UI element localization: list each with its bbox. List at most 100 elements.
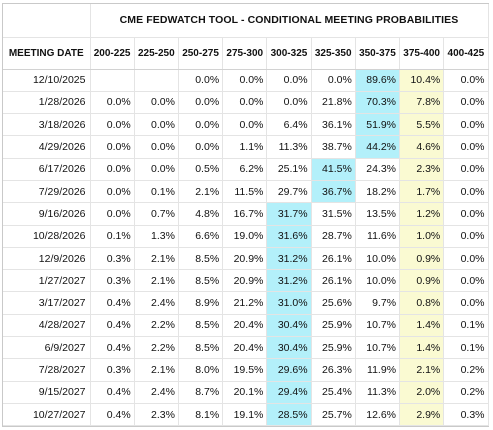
probability-cell: 28.7% xyxy=(311,225,356,248)
probability-cell: 26.1% xyxy=(311,247,356,271)
table-row: 12/9/2026 0.3% 2.1% 8.5% 20.9% 31.2% 26.1% 10.0… xyxy=(3,247,489,271)
probability-cell: 12.6% xyxy=(355,403,401,427)
probability-cell-current-range: 0.9% xyxy=(399,269,445,293)
probability-cell-current-range: 1.0% xyxy=(399,225,445,248)
probability-cell: 0.0% xyxy=(443,69,489,92)
probability-cell: 24.3% xyxy=(355,158,401,181)
probability-cell: 11.3% xyxy=(355,381,401,404)
probability-cell: 0.0% xyxy=(90,91,135,115)
probability-cell-max: 89.6% xyxy=(355,69,401,92)
table-row: 12/10/2025 0.0% 0.0% 0.0% 0.0% 89.6% 10.4% 0.0% xyxy=(3,69,489,92)
probability-cell: 19.0% xyxy=(222,225,268,248)
meeting-date-cell: 3/17/2027 xyxy=(3,291,91,315)
probability-cell: 0.2% xyxy=(443,381,489,404)
probability-cell: 10.7% xyxy=(355,336,401,360)
probability-cell-current-range: 1.4% xyxy=(399,314,445,338)
probability-cell-max: 30.4% xyxy=(266,314,312,338)
header-row: MEETING DATE 200-225 225-250 250-275 275-30… xyxy=(3,37,489,70)
probability-cell: 26.1% xyxy=(311,269,356,293)
probability-cell: 6.2% xyxy=(222,158,268,181)
probability-cell: 0.3% xyxy=(90,269,135,293)
probability-cell: 25.6% xyxy=(311,291,356,315)
probability-cell: 4.8% xyxy=(178,202,224,226)
probability-cell-current-range: 0.9% xyxy=(399,247,445,271)
probability-cell: 21.2% xyxy=(222,291,268,315)
probability-cell: 0.0% xyxy=(443,91,489,115)
title-corner-cell xyxy=(3,4,91,38)
table-row: 7/29/2026 0.0% 0.1% 2.1% 11.5% 29.7% 36.7% 18.2… xyxy=(3,180,489,204)
probability-cell-max: 28.5% xyxy=(266,403,312,427)
probability-cell: 0.0% xyxy=(443,158,489,181)
probability-cell-max: 29.6% xyxy=(266,358,312,382)
probability-cell-current-range: 2.0% xyxy=(399,381,445,404)
probability-cell: 19.1% xyxy=(222,403,268,427)
meeting-date-cell: 6/17/2026 xyxy=(3,158,91,181)
meeting-date-cell: 1/28/2026 xyxy=(3,91,91,115)
probability-cell: 18.2% xyxy=(355,180,401,204)
probability-cell: 0.0% xyxy=(222,69,268,92)
probability-cell: 8.1% xyxy=(178,403,224,427)
fedwatch-table-panel: CME FEDWATCH TOOL - CONDITIONAL MEETING … xyxy=(2,3,489,427)
probability-cell: 25.7% xyxy=(311,403,356,427)
probability-cell: 11.3% xyxy=(266,135,312,159)
meeting-date-cell: 7/28/2027 xyxy=(3,358,91,382)
probability-cell-max: 31.2% xyxy=(266,269,312,293)
probability-cell: 0.1% xyxy=(443,336,489,360)
probability-cell: 1.3% xyxy=(134,225,179,248)
header-rate-range: 375-400 xyxy=(399,37,445,70)
table-row: 7/28/2027 0.3% 2.1% 8.0% 19.5% 29.6% 26.3% 11.9… xyxy=(3,358,489,382)
header-rate-range: 200-225 xyxy=(90,37,135,70)
probability-cell: 0.0% xyxy=(178,69,224,92)
table-body: 12/10/2025 0.0% 0.0% 0.0% 0.0% 89.6% 10.4% 0.0%… xyxy=(3,69,489,427)
probability-cell: 0.0% xyxy=(443,202,489,226)
probability-cell-current-range: 4.6% xyxy=(399,135,445,159)
probability-cell: 0.0% xyxy=(311,69,356,92)
probability-cell: 0.5% xyxy=(178,158,224,181)
probability-cell: 16.7% xyxy=(222,202,268,226)
probability-cell: 2.1% xyxy=(134,358,179,382)
probability-cell: 6.4% xyxy=(266,113,312,137)
probabilities-table: CME FEDWATCH TOOL - CONDITIONAL MEETING … xyxy=(3,4,489,427)
probability-cell-max: 36.7% xyxy=(311,180,356,204)
probability-cell: 0.0% xyxy=(178,135,224,159)
probability-cell: 0.0% xyxy=(90,158,135,181)
probability-cell: 0.4% xyxy=(90,381,135,404)
table-row: 6/17/2026 0.0% 0.0% 0.5% 6.2% 25.1% 41.5% 24.3%… xyxy=(3,158,489,181)
probability-cell-current-range: 5.5% xyxy=(399,113,445,137)
probability-cell: 2.3% xyxy=(134,403,179,427)
probability-cell: 6.6% xyxy=(178,225,224,248)
table-row: 3/18/2026 0.0% 0.0% 0.0% 0.0% 6.4% 36.1% 51.9% 5… xyxy=(3,113,489,137)
probability-cell: 11.9% xyxy=(355,358,401,382)
probability-cell: 0.3% xyxy=(90,247,135,271)
table-row: 1/27/2027 0.3% 2.1% 8.5% 20.9% 31.2% 26.1% 10.0… xyxy=(3,269,489,293)
meeting-date-cell: 12/9/2026 xyxy=(3,247,91,271)
probability-cell: 0.0% xyxy=(443,225,489,248)
probability-cell: 0.3% xyxy=(443,403,489,427)
table-title: CME FEDWATCH TOOL - CONDITIONAL MEETING … xyxy=(90,4,489,38)
probability-cell: 0.0% xyxy=(90,135,135,159)
probability-cell: 20.1% xyxy=(222,381,268,404)
probability-cell-current-range: 0.8% xyxy=(399,291,445,315)
probability-cell: 0.0% xyxy=(222,113,268,137)
meeting-date-cell: 12/10/2025 xyxy=(3,69,91,92)
header-rate-range: 325-350 xyxy=(311,37,356,70)
probability-cell: 10.0% xyxy=(355,269,401,293)
header-rate-range: 275-300 xyxy=(222,37,268,70)
probability-cell: 20.9% xyxy=(222,269,268,293)
probability-cell-max: 51.9% xyxy=(355,113,401,137)
probability-cell-max: 29.4% xyxy=(266,381,312,404)
probability-cell-current-range: 1.4% xyxy=(399,336,445,360)
probability-cell: 10.7% xyxy=(355,314,401,338)
probability-cell-max: 41.5% xyxy=(311,158,356,181)
probability-cell: 0.4% xyxy=(90,336,135,360)
header-rate-range: 400-425 xyxy=(443,37,489,70)
probability-cell: 13.5% xyxy=(355,202,401,226)
probability-cell: 0.4% xyxy=(90,403,135,427)
probability-cell-current-range: 1.2% xyxy=(399,202,445,226)
table-row: 9/15/2027 0.4% 2.4% 8.7% 20.1% 29.4% 25.4% 11.3… xyxy=(3,381,489,404)
header-rate-range: 300-325 xyxy=(266,37,312,70)
meeting-date-cell: 10/27/2027 xyxy=(3,403,91,427)
probability-cell: 0.0% xyxy=(90,180,135,204)
meeting-date-cell: 4/29/2026 xyxy=(3,135,91,159)
probability-cell: 0.7% xyxy=(134,202,179,226)
